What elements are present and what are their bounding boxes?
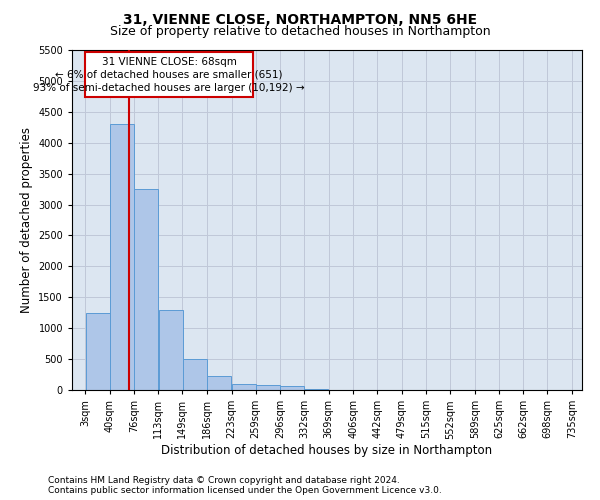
Text: Size of property relative to detached houses in Northampton: Size of property relative to detached ho… — [110, 25, 490, 38]
X-axis label: Distribution of detached houses by size in Northampton: Distribution of detached houses by size … — [161, 444, 493, 457]
Text: ← 6% of detached houses are smaller (651): ← 6% of detached houses are smaller (651… — [55, 70, 283, 80]
Bar — [232, 384, 256, 390]
Bar — [280, 386, 304, 390]
Text: 31 VIENNE CLOSE: 68sqm: 31 VIENNE CLOSE: 68sqm — [101, 57, 236, 67]
Bar — [207, 376, 232, 390]
Bar — [86, 312, 110, 390]
Bar — [134, 189, 158, 390]
Bar — [256, 385, 280, 390]
Text: 93% of semi-detached houses are larger (10,192) →: 93% of semi-detached houses are larger (… — [33, 82, 305, 92]
FancyBboxPatch shape — [85, 52, 253, 97]
Text: 31, VIENNE CLOSE, NORTHAMPTON, NN5 6HE: 31, VIENNE CLOSE, NORTHAMPTON, NN5 6HE — [123, 12, 477, 26]
Bar — [182, 359, 207, 390]
Text: Contains HM Land Registry data © Crown copyright and database right 2024.: Contains HM Land Registry data © Crown c… — [48, 476, 400, 485]
Text: Contains public sector information licensed under the Open Government Licence v3: Contains public sector information licen… — [48, 486, 442, 495]
Y-axis label: Number of detached properties: Number of detached properties — [20, 127, 32, 313]
Bar — [159, 310, 183, 390]
Bar — [110, 124, 134, 390]
